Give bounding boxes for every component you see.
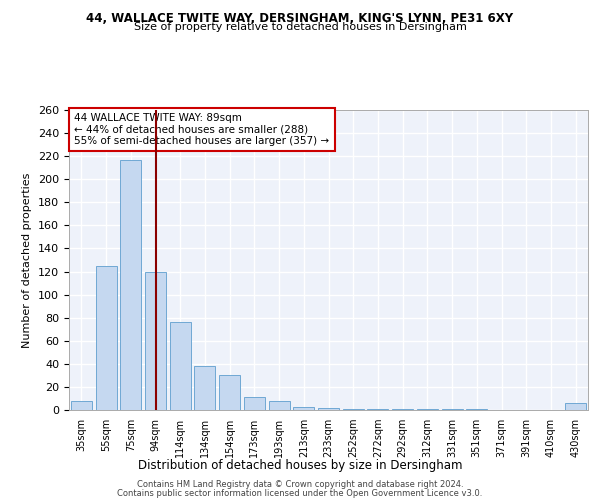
Bar: [145, 272, 166, 410]
Text: Contains HM Land Registry data © Crown copyright and database right 2024.: Contains HM Land Registry data © Crown c…: [137, 480, 463, 489]
Bar: [269, 401, 290, 410]
Bar: [120, 160, 141, 410]
Text: Size of property relative to detached houses in Dersingham: Size of property relative to detached ho…: [134, 22, 466, 32]
Bar: [343, 409, 364, 410]
Bar: [367, 409, 388, 410]
Bar: [392, 409, 413, 410]
Bar: [194, 366, 215, 410]
Text: Distribution of detached houses by size in Dersingham: Distribution of detached houses by size …: [138, 460, 462, 472]
Text: 44 WALLACE TWITE WAY: 89sqm
← 44% of detached houses are smaller (288)
55% of se: 44 WALLACE TWITE WAY: 89sqm ← 44% of det…: [74, 113, 329, 146]
Text: Contains public sector information licensed under the Open Government Licence v3: Contains public sector information licen…: [118, 490, 482, 498]
Y-axis label: Number of detached properties: Number of detached properties: [22, 172, 32, 348]
Bar: [293, 406, 314, 410]
Bar: [95, 266, 116, 410]
Bar: [219, 376, 240, 410]
Bar: [565, 403, 586, 410]
Text: 44, WALLACE TWITE WAY, DERSINGHAM, KING'S LYNN, PE31 6XY: 44, WALLACE TWITE WAY, DERSINGHAM, KING'…: [86, 12, 514, 26]
Bar: [417, 409, 438, 410]
Bar: [318, 408, 339, 410]
Bar: [71, 401, 92, 410]
Bar: [442, 409, 463, 410]
Bar: [170, 322, 191, 410]
Bar: [466, 409, 487, 410]
Bar: [244, 398, 265, 410]
